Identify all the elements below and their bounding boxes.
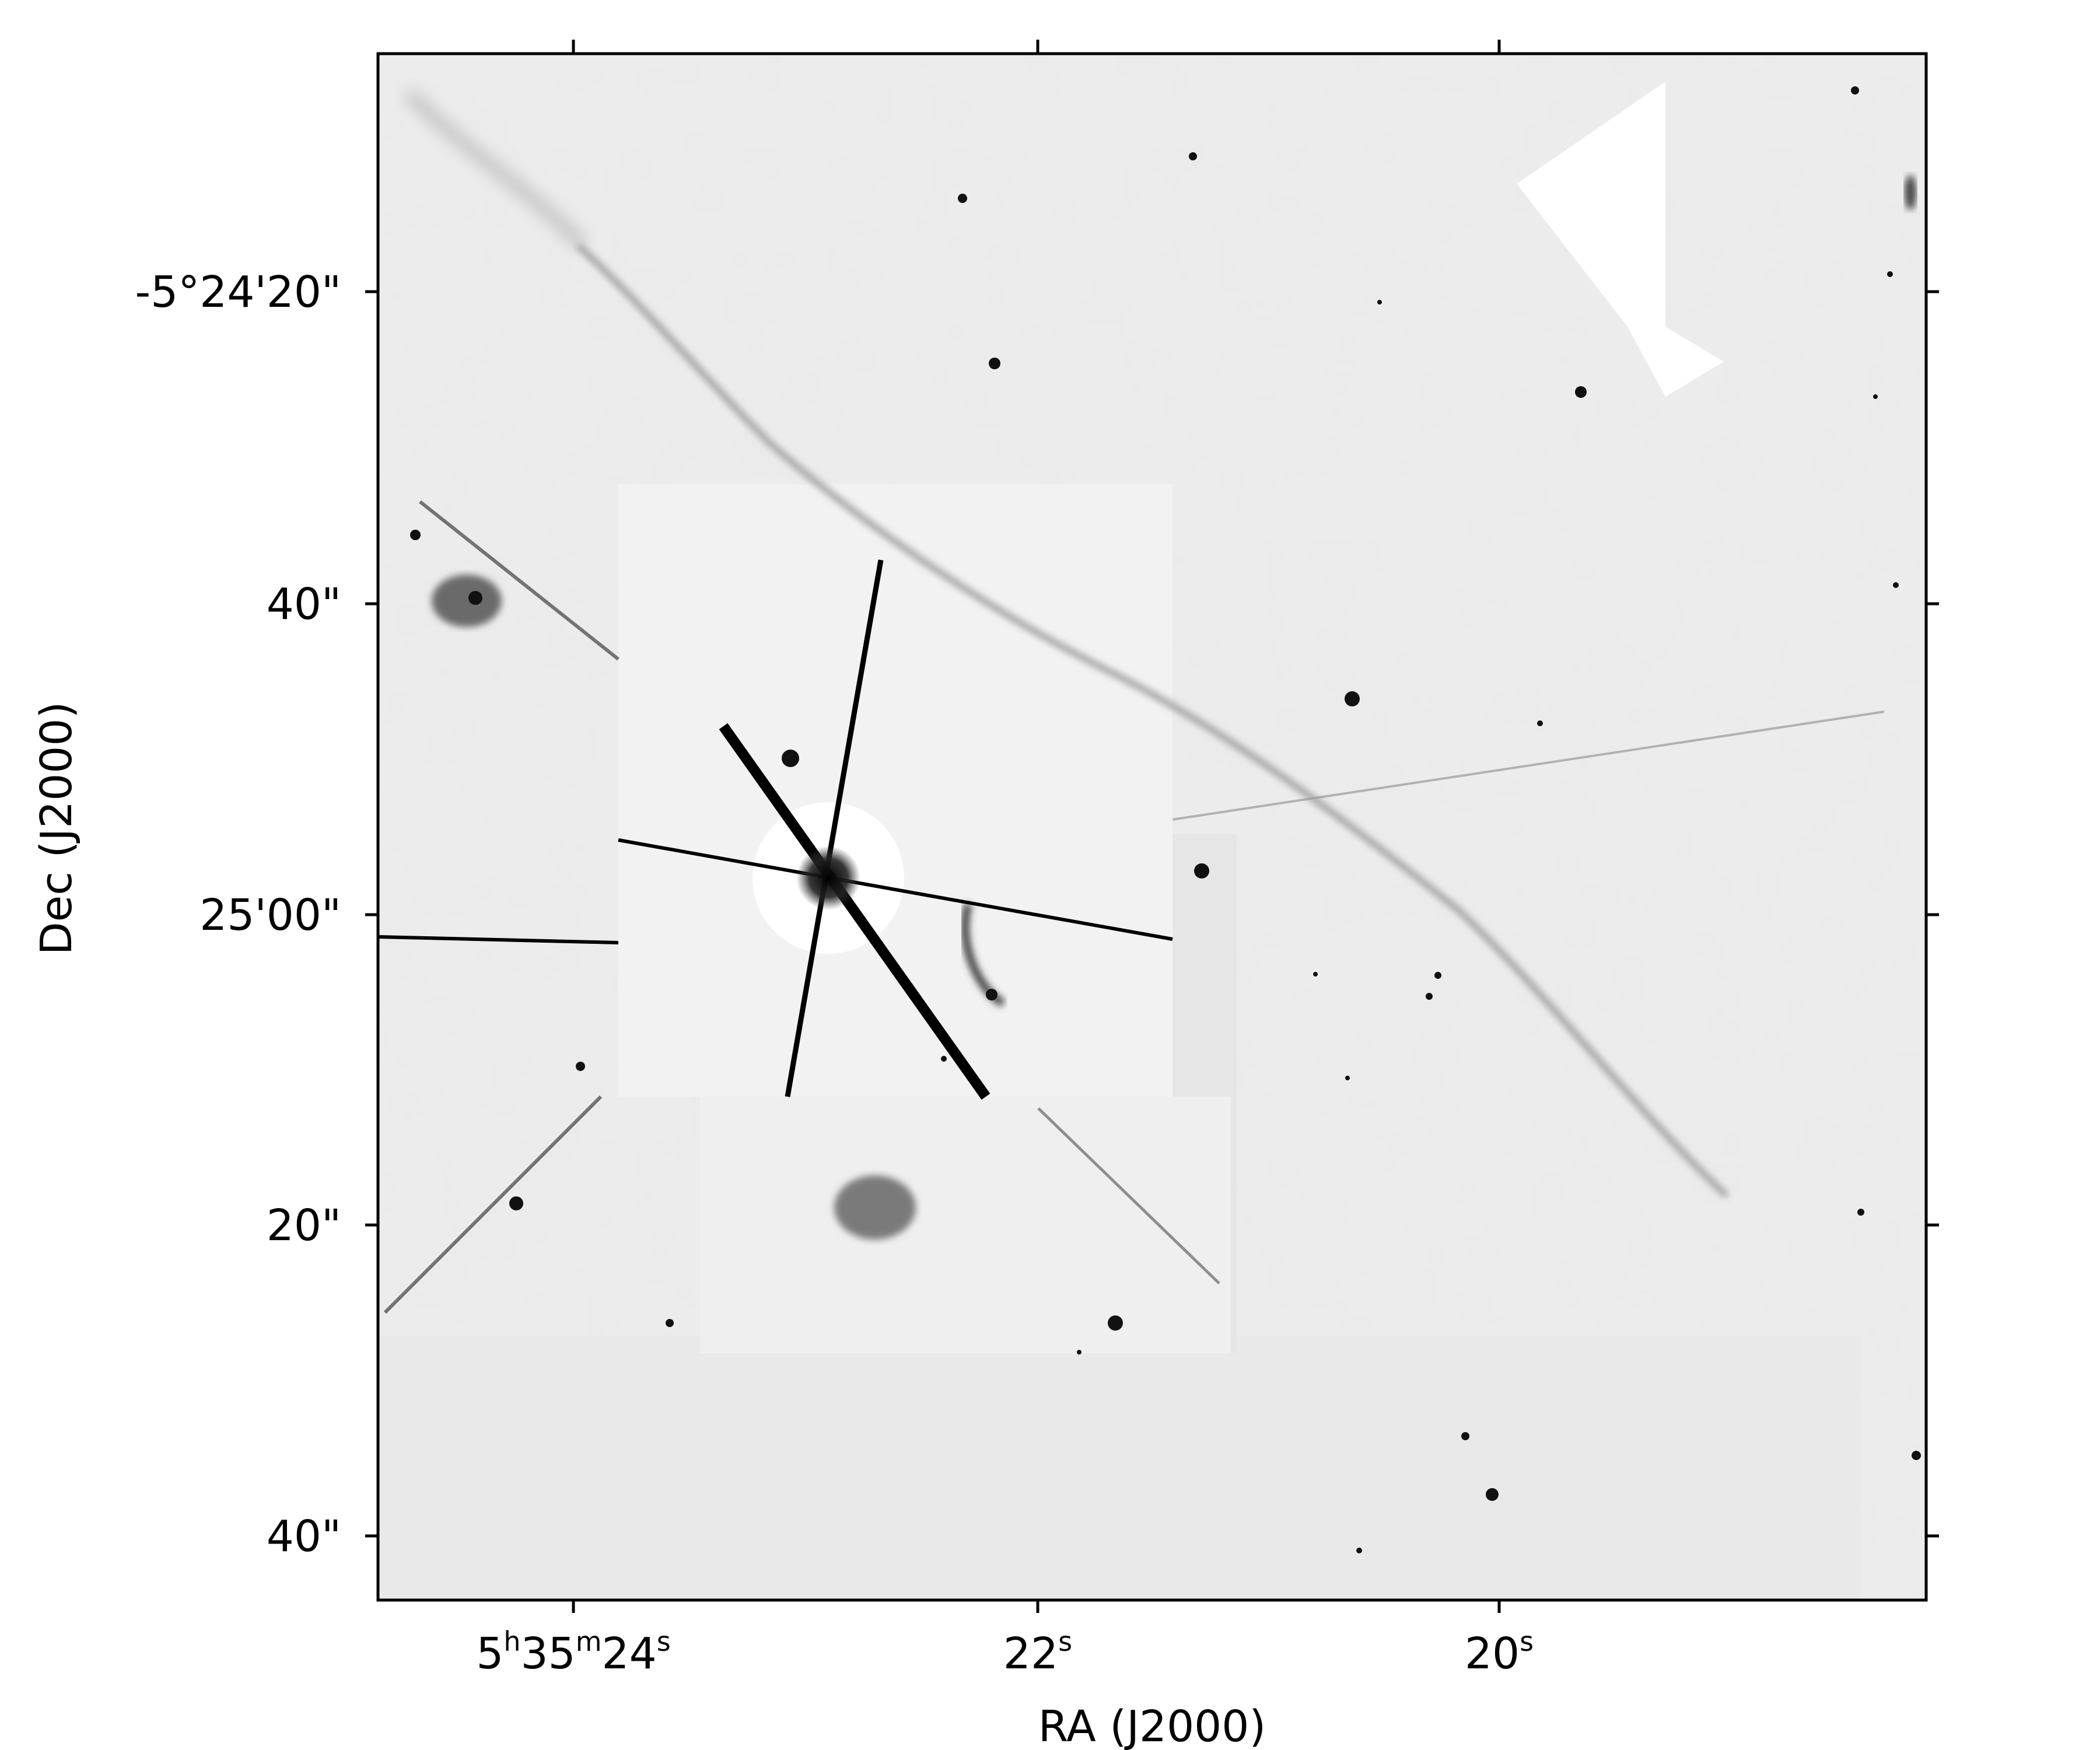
star: [989, 358, 1000, 369]
star: [1345, 1076, 1350, 1080]
bright-star: [618, 559, 1173, 1100]
x-axis-ticks: [572, 40, 1501, 1613]
nebulous-source: [834, 1175, 916, 1240]
nebula-filament: [404, 89, 587, 249]
x-tick-label: 20s: [1465, 1626, 1534, 1679]
star: [1426, 993, 1433, 1000]
star: [1486, 1488, 1499, 1501]
star: [1461, 1432, 1469, 1440]
x-axis-title: RA (J2000): [1038, 1702, 1266, 1750]
y-axis-ticks: [365, 290, 1939, 1538]
star: [576, 1062, 585, 1071]
diffraction-line: [1172, 710, 1885, 821]
y-tick-label: 25'00": [200, 890, 341, 940]
star: [1377, 300, 1382, 304]
y-axis-title: Dec (J2000): [32, 702, 82, 956]
star: [1189, 152, 1197, 160]
star: [986, 989, 998, 1000]
image-panel: [378, 54, 1926, 1600]
x-tick-label: 22s: [1003, 1626, 1072, 1679]
star: [1345, 691, 1360, 706]
diffraction-line: [1037, 1107, 1220, 1284]
nebulous-source: [432, 575, 502, 627]
star: [410, 530, 421, 540]
star: [1857, 1209, 1864, 1216]
x-tick-label: 5h35m24s: [476, 1626, 670, 1679]
star: [1873, 394, 1878, 399]
y-tick-label: 40": [267, 1511, 341, 1562]
nebula-filament: [575, 243, 1729, 1198]
y-tick-label: 20": [267, 1200, 341, 1251]
nebulous-source: [1905, 175, 1916, 210]
plot-frame: [376, 52, 1928, 1602]
y-tick-label: 40": [267, 579, 341, 629]
star: [509, 1196, 523, 1210]
star: [1887, 271, 1893, 277]
star: [1851, 86, 1859, 94]
mosaic-tile: [378, 1336, 1861, 1600]
diffraction-line: [383, 1095, 603, 1314]
star: [782, 750, 799, 767]
star: [1077, 1350, 1082, 1354]
point-sources: [410, 86, 1921, 1553]
star: [958, 194, 967, 203]
mosaic-gap: [1517, 82, 1724, 397]
diffraction-line: [419, 500, 620, 661]
mosaic-tile: [618, 484, 1172, 1097]
star: [468, 591, 482, 605]
star: [1108, 1315, 1123, 1331]
star: [666, 1319, 674, 1327]
star: [1434, 972, 1441, 979]
star: [941, 1056, 947, 1062]
mosaic-tile: [700, 1097, 1231, 1353]
star: [1912, 1451, 1921, 1460]
star: [1313, 972, 1318, 977]
star: [1537, 720, 1543, 726]
diffraction-line: [378, 935, 619, 944]
star: [1893, 582, 1899, 588]
star: [1194, 863, 1209, 878]
y-tick-label: -5°24'20": [135, 267, 342, 317]
star: [1356, 1548, 1362, 1553]
star: [1575, 386, 1587, 398]
